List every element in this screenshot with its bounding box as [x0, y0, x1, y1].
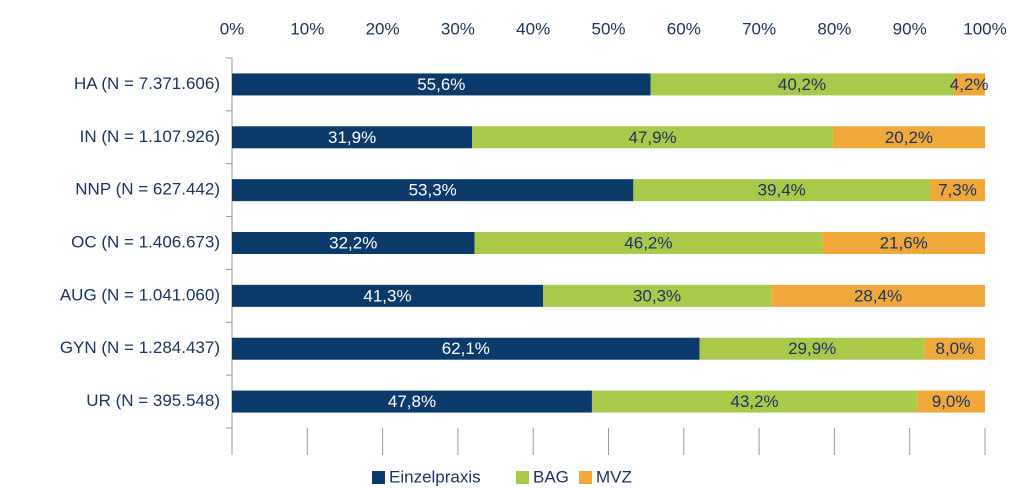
bar-segment	[232, 390, 592, 413]
bar-segment	[822, 232, 985, 254]
x-tick-label: 70%	[742, 19, 776, 38]
x-tick-label: 20%	[366, 19, 400, 38]
bar-segment	[953, 73, 985, 96]
bar-segment	[771, 284, 985, 307]
value-label: 47,9%	[628, 128, 676, 147]
value-label: 4,2%	[950, 75, 989, 94]
y-tick-label: GYN (N = 1.284.437)	[60, 338, 220, 357]
x-tick-label: 60%	[667, 19, 701, 38]
bar-segment	[699, 337, 925, 360]
value-label: 28,4%	[854, 286, 902, 305]
value-label: 8,0%	[936, 339, 975, 358]
bar-segment	[232, 179, 634, 202]
legend-label: Einzelpraxis	[389, 467, 481, 486]
legend-swatch	[372, 471, 385, 484]
legend-swatch	[516, 471, 529, 484]
x-tick-label: 50%	[591, 19, 625, 38]
x-tick-label: 40%	[516, 19, 550, 38]
y-tick-label: AUG (N = 1.041.060)	[60, 285, 220, 304]
value-label: 43,2%	[730, 392, 778, 411]
legend-label: MVZ	[596, 467, 632, 486]
value-label: 31,9%	[328, 128, 376, 147]
legend-swatch	[579, 471, 592, 484]
value-label: 30,3%	[633, 286, 681, 305]
y-tick-label: UR (N = 395.548)	[86, 391, 220, 410]
y-tick-label: HA (N = 7.371.606)	[74, 74, 220, 93]
bar-segment	[650, 73, 954, 96]
value-label: 32,2%	[329, 233, 377, 252]
value-label: 46,2%	[624, 233, 672, 252]
x-tick-label: 0%	[220, 19, 245, 38]
bar-segment	[542, 284, 772, 307]
bar-segment	[474, 232, 823, 254]
value-label: 20,2%	[885, 128, 933, 147]
value-label: 40,2%	[778, 75, 826, 94]
bar-segment	[930, 179, 985, 202]
y-tick-label: NNP (N = 627.442)	[75, 180, 220, 199]
bar-segment	[232, 73, 651, 96]
bar-segment	[232, 126, 473, 149]
value-label: 29,9%	[788, 339, 836, 358]
bar-segment	[472, 126, 833, 149]
bar-segment	[924, 337, 985, 360]
value-label: 39,4%	[758, 181, 806, 200]
bar-segment	[232, 284, 543, 307]
bar-segment	[232, 232, 475, 254]
y-tick-label: OC (N = 1.406.673)	[71, 232, 220, 251]
x-tick-label: 10%	[290, 19, 324, 38]
value-label: 53,3%	[409, 181, 457, 200]
value-label: 62,1%	[442, 339, 490, 358]
bar-segment	[633, 179, 931, 202]
legend-label: BAG	[533, 467, 569, 486]
bar-segment	[832, 126, 985, 149]
value-label: 7,3%	[938, 181, 977, 200]
bar-segment	[232, 337, 700, 360]
y-tick-label: IN (N = 1.107.926)	[80, 127, 220, 146]
value-label: 21,6%	[880, 233, 928, 252]
x-tick-label: 30%	[441, 19, 475, 38]
bar-segment	[917, 390, 985, 413]
value-label: 9,0%	[932, 392, 971, 411]
bar-segment	[591, 390, 918, 413]
value-label: 41,3%	[363, 286, 411, 305]
x-tick-label: 80%	[817, 19, 851, 38]
x-tick-label: 100%	[963, 19, 1006, 38]
value-label: 55,6%	[417, 75, 465, 94]
value-label: 47,8%	[388, 392, 436, 411]
x-tick-label: 90%	[893, 19, 927, 38]
